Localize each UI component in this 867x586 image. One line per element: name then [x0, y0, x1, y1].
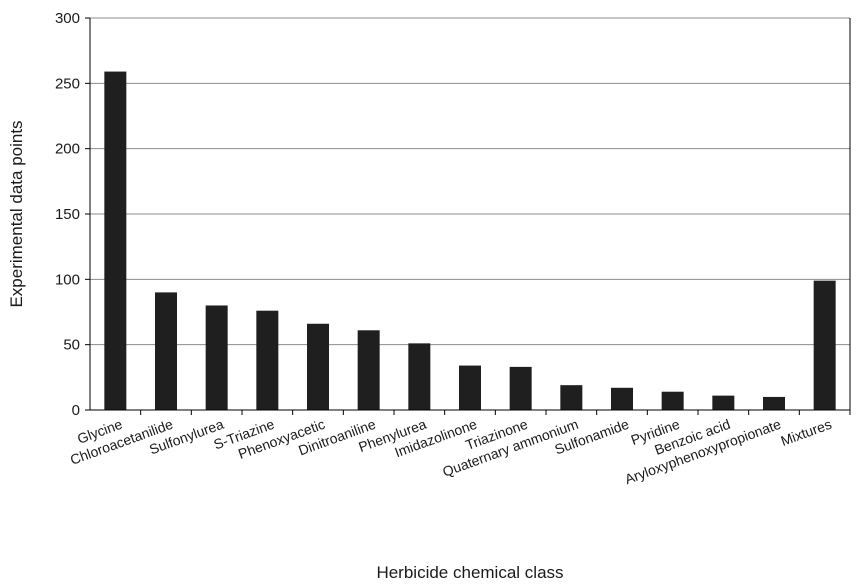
y-tick-label: 150	[55, 206, 80, 223]
y-tick-label: 200	[55, 141, 80, 158]
bar	[205, 305, 228, 410]
y-tick-label: 0	[72, 402, 80, 419]
bar	[104, 71, 127, 410]
x-tick-label: Mixtures	[779, 416, 834, 449]
y-tick-label: 300	[55, 10, 80, 27]
bar	[813, 280, 836, 410]
y-axis-title: Experimental data points	[7, 120, 26, 307]
bar	[509, 366, 532, 410]
bar	[408, 343, 431, 410]
x-tick-labels: GlycineChloroacetanilideSulfonylureaS-Tr…	[68, 410, 851, 487]
bar	[307, 323, 329, 410]
y-tick-label: 50	[63, 337, 80, 354]
bar	[712, 395, 735, 410]
bars	[104, 71, 836, 410]
y-tick-label: 100	[55, 271, 80, 288]
gridlines	[90, 17, 850, 346]
bar	[459, 365, 481, 410]
bar	[560, 385, 583, 410]
bar	[611, 387, 633, 410]
bar	[661, 391, 684, 410]
bar	[155, 292, 177, 410]
y-tick-labels: 0 50 100 150 200 250 300	[55, 10, 90, 419]
bar	[763, 396, 785, 410]
bar	[357, 330, 380, 410]
bar	[256, 310, 279, 410]
y-tick-label: 250	[55, 75, 80, 92]
x-axis-title: Herbicide chemical class	[376, 563, 563, 582]
